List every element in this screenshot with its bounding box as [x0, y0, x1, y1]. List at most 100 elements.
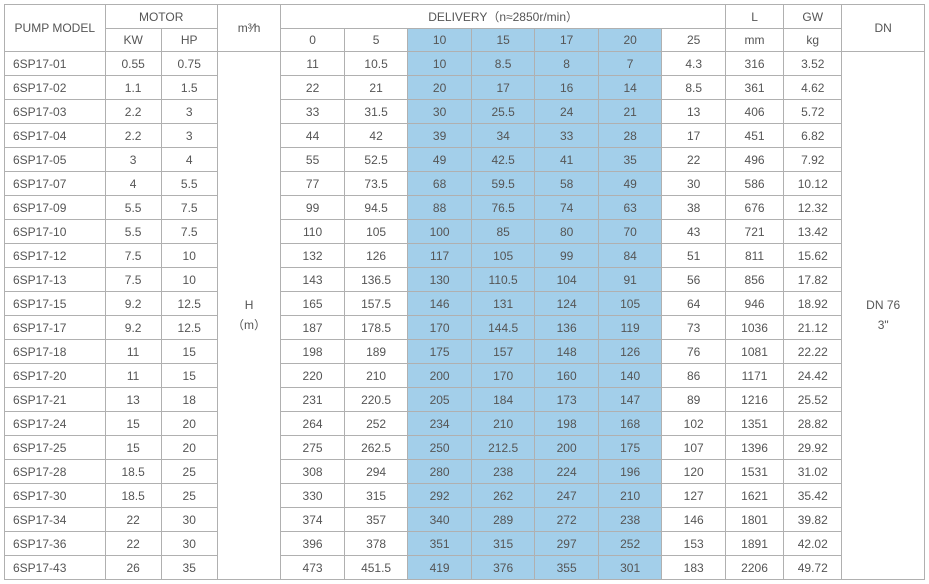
- cell-L: 1396: [725, 436, 783, 460]
- cell-d: 33: [281, 100, 345, 124]
- cell-d: 30: [662, 172, 726, 196]
- cell-d: 376: [471, 556, 535, 580]
- cell-GW: 49.72: [784, 556, 842, 580]
- cell-GW: 25.52: [784, 388, 842, 412]
- cell-hp: 18: [161, 388, 217, 412]
- cell-d: 198: [281, 340, 345, 364]
- cell-d: 184: [471, 388, 535, 412]
- hdr-d15: 15: [471, 29, 535, 52]
- cell-GW: 10.12: [784, 172, 842, 196]
- cell-hp: 1.5: [161, 76, 217, 100]
- cell-model: 6SP17-03: [5, 100, 106, 124]
- cell-L: 946: [725, 292, 783, 316]
- cell-d: 99: [535, 244, 599, 268]
- cell-d: 39: [408, 124, 472, 148]
- cell-kw: 11: [105, 340, 161, 364]
- cell-L: 406: [725, 100, 783, 124]
- cell-hp: 15: [161, 340, 217, 364]
- cell-d: 51: [662, 244, 726, 268]
- cell-d: 31.5: [344, 100, 408, 124]
- hdr-m3h: m³⁄h: [217, 5, 281, 52]
- cell-d: 200: [408, 364, 472, 388]
- cell-d: 378: [344, 532, 408, 556]
- cell-model: 6SP17-34: [5, 508, 106, 532]
- cell-d: 280: [408, 460, 472, 484]
- cell-kw: 4: [105, 172, 161, 196]
- cell-d: 8.5: [662, 76, 726, 100]
- cell-d: 127: [662, 484, 726, 508]
- cell-d: 187: [281, 316, 345, 340]
- cell-d: 55: [281, 148, 345, 172]
- cell-kw: 5.5: [105, 220, 161, 244]
- cell-d: 351: [408, 532, 472, 556]
- cell-GW: 35.42: [784, 484, 842, 508]
- cell-hp: 10: [161, 244, 217, 268]
- cell-GW: 21.12: [784, 316, 842, 340]
- cell-d: 33: [535, 124, 599, 148]
- cell-d: 146: [662, 508, 726, 532]
- cell-d: 105: [471, 244, 535, 268]
- cell-d: 131: [471, 292, 535, 316]
- cell-d: 238: [598, 508, 662, 532]
- table-row: 6SP17-137.510143136.5130110.510491568561…: [5, 268, 925, 292]
- cell-d: 144.5: [471, 316, 535, 340]
- cell-d: 170: [408, 316, 472, 340]
- table-row: 6SP17-241520264252234210198168102135128.…: [5, 412, 925, 436]
- cell-model: 6SP17-02: [5, 76, 106, 100]
- table-row: 6SP17-042.23444239343328174516.82: [5, 124, 925, 148]
- hdr-pump-model: PUMP MODEL: [5, 5, 106, 52]
- table-row: 6SP17-18111519818917515714812676108122.2…: [5, 340, 925, 364]
- cell-d: 210: [598, 484, 662, 508]
- cell-GW: 13.42: [784, 220, 842, 244]
- cell-d: 160: [535, 364, 599, 388]
- cell-d: 68: [408, 172, 472, 196]
- cell-d: 396: [281, 532, 345, 556]
- cell-d: 294: [344, 460, 408, 484]
- pump-spec-table: PUMP MODEL MOTOR m³⁄h DELIVERY（n≈2850r/m…: [4, 4, 925, 580]
- cell-model: 6SP17-01: [5, 52, 106, 76]
- cell-GW: 5.72: [784, 100, 842, 124]
- cell-d: 76: [662, 340, 726, 364]
- cell-d: 77: [281, 172, 345, 196]
- table-row: 6SP17-021.11.52221201716148.53614.62: [5, 76, 925, 100]
- cell-d: 49: [598, 172, 662, 196]
- cell-kw: 7.5: [105, 268, 161, 292]
- cell-model: 6SP17-28: [5, 460, 106, 484]
- cell-hp: 12.5: [161, 292, 217, 316]
- cell-L: 721: [725, 220, 783, 244]
- cell-d: 107: [662, 436, 726, 460]
- hdr-delivery: DELIVERY（n≈2850r/min）: [281, 5, 726, 29]
- cell-kw: 15: [105, 412, 161, 436]
- cell-model: 6SP17-20: [5, 364, 106, 388]
- cell-kw: 2.2: [105, 100, 161, 124]
- cell-d: 100: [408, 220, 472, 244]
- cell-d: 58: [535, 172, 599, 196]
- cell-d: 17: [662, 124, 726, 148]
- cell-d: 105: [344, 220, 408, 244]
- cell-d: 126: [344, 244, 408, 268]
- cell-DN: DN 763": [842, 52, 925, 580]
- cell-model: 6SP17-36: [5, 532, 106, 556]
- cell-d: 4.3: [662, 52, 726, 76]
- cell-d: 21: [344, 76, 408, 100]
- table-row: 6SP17-105.57.51101051008580704372113.42: [5, 220, 925, 244]
- hdr-L-unit: mm: [725, 29, 783, 52]
- cell-kw: 11: [105, 364, 161, 388]
- hdr-DN: DN: [842, 5, 925, 52]
- table-row: 6SP17-05345552.54942.54135224967.92: [5, 148, 925, 172]
- table-row: 6SP17-20111522021020017016014086117124.4…: [5, 364, 925, 388]
- cell-d: 20: [408, 76, 472, 100]
- cell-d: 105: [598, 292, 662, 316]
- cell-d: 451.5: [344, 556, 408, 580]
- cell-hp: 7.5: [161, 220, 217, 244]
- cell-d: 262: [471, 484, 535, 508]
- cell-d: 234: [408, 412, 472, 436]
- cell-d: 63: [598, 196, 662, 220]
- cell-hp: 3: [161, 100, 217, 124]
- cell-d: 35: [598, 148, 662, 172]
- cell-d: 25.5: [471, 100, 535, 124]
- table-row: 6SP17-095.57.59994.58876.574633867612.32: [5, 196, 925, 220]
- cell-d: 80: [535, 220, 599, 244]
- cell-L: 856: [725, 268, 783, 292]
- table-row: 6SP17-251520275262.5250212.5200175107139…: [5, 436, 925, 460]
